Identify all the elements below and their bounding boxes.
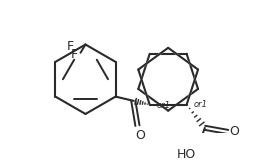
Text: F: F: [67, 40, 74, 53]
Text: O: O: [230, 125, 240, 138]
Text: O: O: [135, 129, 145, 142]
Text: or1: or1: [193, 100, 207, 109]
Text: F: F: [70, 48, 78, 61]
Text: or1: or1: [156, 100, 170, 110]
Text: HO: HO: [177, 148, 196, 160]
